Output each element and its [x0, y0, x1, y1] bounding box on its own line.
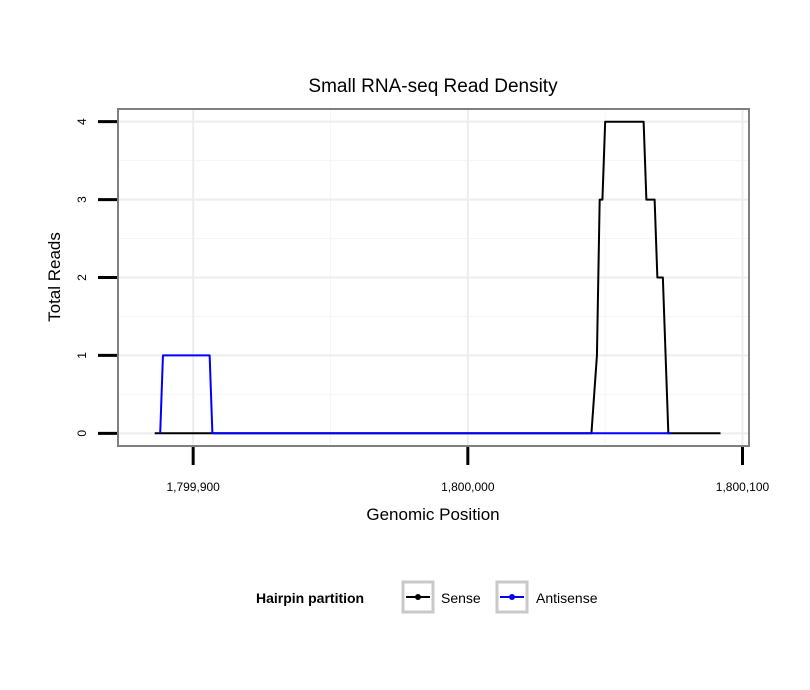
series-line-antisense: [159, 354, 672, 435]
y-tick-label: 2: [75, 274, 89, 281]
grid: [119, 110, 748, 445]
series-layer: [154, 120, 721, 435]
legend-point-sense: [415, 594, 421, 600]
x-tick-label: 1,800,000: [441, 480, 495, 494]
x-axis-title: Genomic Position: [366, 505, 499, 524]
y-tick-label: 3: [75, 196, 89, 203]
y-axis-title: Total Reads: [45, 232, 64, 322]
y-tick-label: 1: [75, 352, 89, 359]
y-tick-label: 0: [75, 430, 89, 437]
legend: Hairpin partition Sense Antisense: [256, 580, 598, 614]
series-line-sense: [154, 120, 721, 435]
x-tick-label: 1,800,100: [716, 480, 770, 494]
x-tick-label: 1,799,900: [166, 480, 220, 494]
legend-point-antisense: [509, 594, 515, 600]
legend-label-antisense: Antisense: [536, 590, 598, 606]
plot-panel-border: [117, 108, 750, 447]
y-tick-label: 4: [75, 118, 89, 125]
legend-title: Hairpin partition: [256, 590, 364, 606]
legend-entries: Sense Antisense: [401, 580, 598, 614]
legend-label-sense: Sense: [441, 590, 481, 606]
axes: 1,799,900 1,800,000 1,800,100 0 1 2 3 4: [75, 118, 770, 494]
chart-title: Small RNA-seq Read Density: [308, 76, 558, 97]
